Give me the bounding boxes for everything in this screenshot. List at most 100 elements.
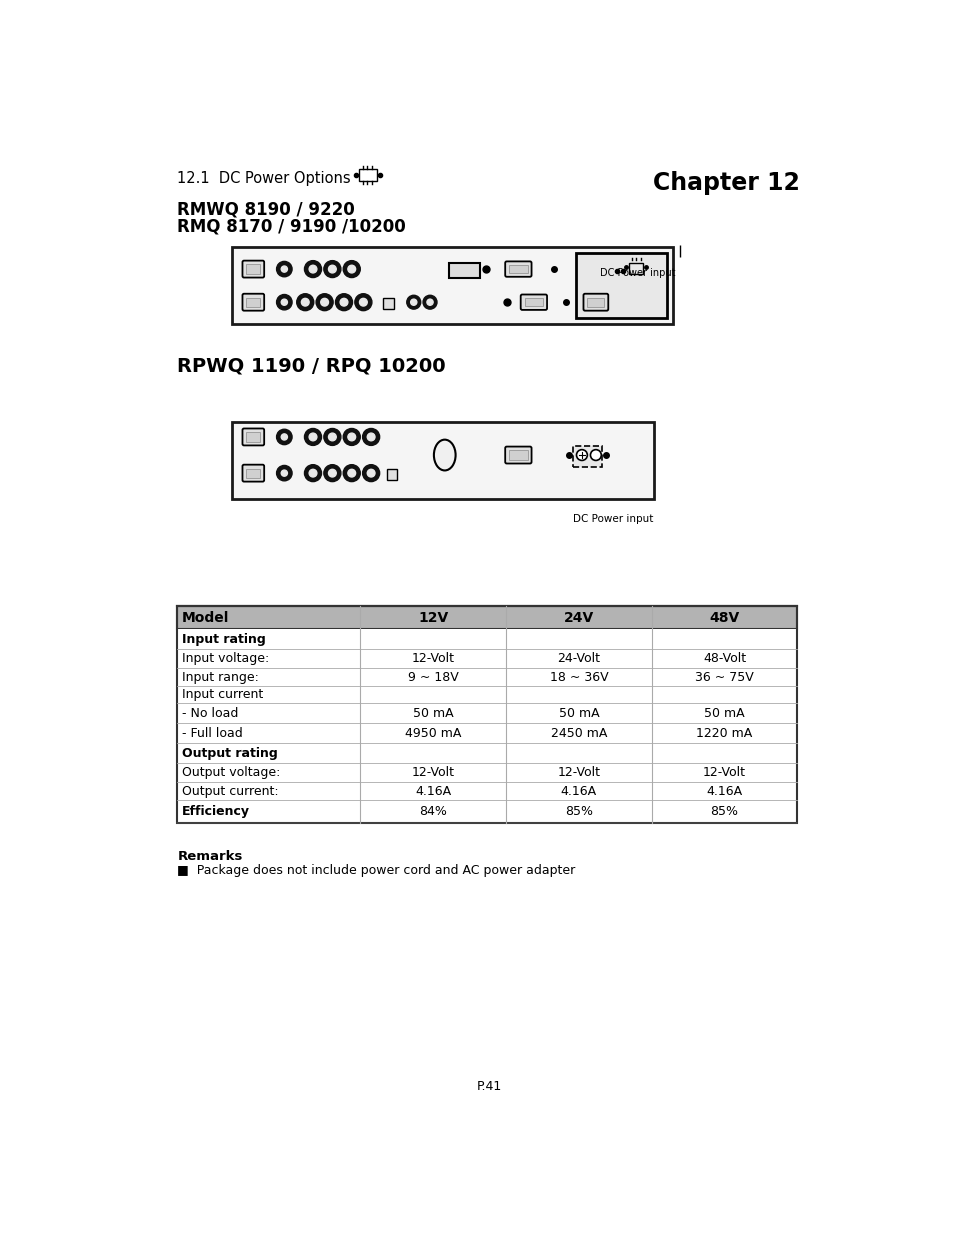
Text: 36 ~ 75V: 36 ~ 75V <box>695 671 753 684</box>
Text: 12.1  DC Power Options: 12.1 DC Power Options <box>177 172 351 186</box>
Circle shape <box>323 261 340 278</box>
Bar <box>177 743 797 763</box>
Bar <box>509 451 527 459</box>
Circle shape <box>276 294 292 310</box>
Text: Efficiency: Efficiency <box>182 805 250 819</box>
Text: 4.16A: 4.16A <box>415 784 451 798</box>
Circle shape <box>355 294 372 311</box>
Text: Output rating: Output rating <box>182 747 277 760</box>
Text: 50 mA: 50 mA <box>703 706 744 720</box>
Circle shape <box>320 299 328 306</box>
Circle shape <box>328 433 335 441</box>
Text: 2450 mA: 2450 mA <box>550 727 606 740</box>
Text: Input range:: Input range: <box>182 671 258 684</box>
Circle shape <box>323 429 340 446</box>
Bar <box>177 668 797 687</box>
FancyBboxPatch shape <box>242 294 264 311</box>
Text: DC Power input: DC Power input <box>599 268 675 278</box>
Circle shape <box>576 450 587 461</box>
Circle shape <box>281 433 287 440</box>
Text: 84%: 84% <box>418 805 447 819</box>
Bar <box>246 468 260 478</box>
Text: DC Power input: DC Power input <box>572 514 652 524</box>
Bar <box>177 630 797 650</box>
Circle shape <box>367 469 375 477</box>
Text: Output voltage:: Output voltage: <box>182 766 280 779</box>
Circle shape <box>309 469 316 477</box>
Text: - No load: - No load <box>182 706 238 720</box>
Circle shape <box>315 294 333 311</box>
Ellipse shape <box>434 440 456 471</box>
FancyBboxPatch shape <box>520 294 546 310</box>
Circle shape <box>328 469 335 477</box>
Circle shape <box>343 464 360 482</box>
Text: 12-Volt: 12-Volt <box>702 766 745 779</box>
Bar <box>177 724 797 743</box>
Bar <box>587 298 604 306</box>
Text: 48-Volt: 48-Volt <box>702 652 745 666</box>
Bar <box>177 763 797 782</box>
Circle shape <box>281 266 287 272</box>
Text: 24V: 24V <box>563 611 594 625</box>
Circle shape <box>309 433 316 441</box>
Bar <box>246 298 260 306</box>
Bar <box>177 800 797 824</box>
Bar <box>359 169 376 182</box>
Circle shape <box>343 261 360 278</box>
Bar <box>177 704 797 724</box>
Text: Remarks: Remarks <box>177 851 242 863</box>
Text: 50 mA: 50 mA <box>413 706 453 720</box>
Text: 12-Volt: 12-Volt <box>557 766 599 779</box>
Circle shape <box>362 464 379 482</box>
Circle shape <box>410 299 416 305</box>
Bar <box>576 253 666 317</box>
Circle shape <box>323 464 340 482</box>
Circle shape <box>367 433 375 441</box>
Text: Model: Model <box>182 611 229 625</box>
FancyBboxPatch shape <box>242 261 264 278</box>
FancyBboxPatch shape <box>242 429 264 446</box>
Bar <box>177 650 797 668</box>
Bar <box>177 606 797 630</box>
Text: 85%: 85% <box>710 805 738 819</box>
Text: 4950 mA: 4950 mA <box>404 727 461 740</box>
Bar <box>386 469 397 480</box>
Bar <box>177 687 797 704</box>
Text: 18 ~ 36V: 18 ~ 36V <box>549 671 607 684</box>
Text: Chapter 12: Chapter 12 <box>652 172 799 195</box>
Text: RMWQ 8190 / 9220: RMWQ 8190 / 9220 <box>177 200 355 219</box>
Circle shape <box>362 429 379 446</box>
Bar <box>177 606 797 824</box>
Bar <box>509 266 527 273</box>
Circle shape <box>348 266 355 273</box>
Text: RMQ 8170 / 9190 /10200: RMQ 8170 / 9190 /10200 <box>177 217 406 236</box>
Circle shape <box>276 466 292 480</box>
FancyBboxPatch shape <box>242 464 264 482</box>
Text: 48V: 48V <box>709 611 739 625</box>
Circle shape <box>422 295 436 309</box>
Bar <box>232 421 654 499</box>
Circle shape <box>328 266 335 273</box>
Circle shape <box>301 299 309 306</box>
FancyBboxPatch shape <box>505 262 531 277</box>
Text: 85%: 85% <box>564 805 592 819</box>
Circle shape <box>281 471 287 477</box>
Text: ■  Package does not include power cord and AC power adapter: ■ Package does not include power cord an… <box>177 864 575 877</box>
Bar <box>232 247 673 324</box>
Text: 24-Volt: 24-Volt <box>557 652 599 666</box>
Circle shape <box>406 295 420 309</box>
Bar <box>246 264 260 274</box>
Circle shape <box>343 429 360 446</box>
Text: 9 ~ 18V: 9 ~ 18V <box>407 671 458 684</box>
Circle shape <box>276 430 292 445</box>
Circle shape <box>359 299 367 306</box>
Circle shape <box>276 262 292 277</box>
Bar <box>572 446 601 467</box>
Text: 50 mA: 50 mA <box>558 706 598 720</box>
Bar <box>629 263 642 274</box>
Text: Output current:: Output current: <box>182 784 278 798</box>
Text: P.41: P.41 <box>476 1079 501 1093</box>
Circle shape <box>427 299 433 305</box>
Text: 12-Volt: 12-Volt <box>411 652 455 666</box>
Circle shape <box>304 464 321 482</box>
